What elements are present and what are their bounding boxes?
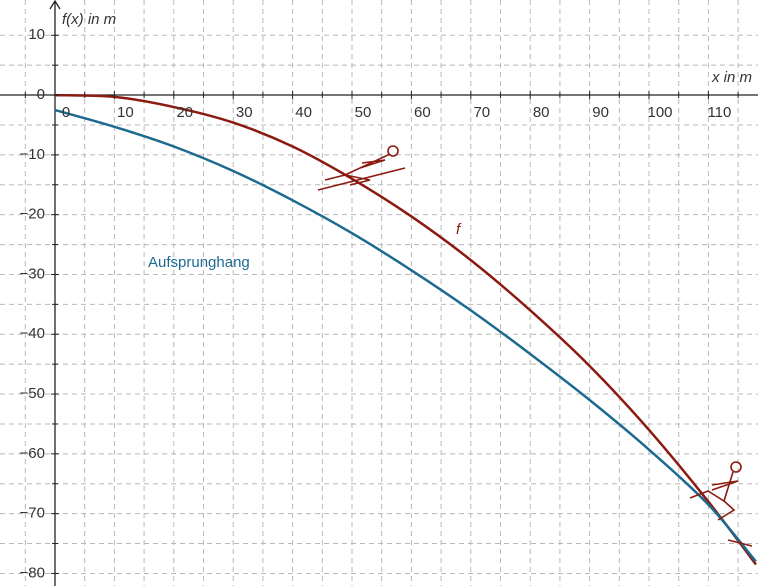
- y-tick-label: −30: [20, 265, 45, 282]
- x-tick-label: 80: [533, 104, 550, 121]
- x-tick-label: 50: [355, 104, 372, 121]
- curve: [55, 95, 756, 564]
- x-tick-label: 90: [592, 104, 609, 121]
- y-tick-label: 0: [37, 86, 45, 103]
- chart: f(x) in m x in m 01020304050607080901001…: [0, 0, 758, 586]
- x-tick-label: 30: [236, 104, 253, 121]
- curves: [55, 95, 756, 564]
- x-tick-label: 10: [117, 104, 134, 121]
- x-axis-label: x in m: [711, 69, 752, 86]
- skier-icons: [318, 146, 752, 546]
- x-tick-label: 20: [176, 104, 193, 121]
- y-tick-label: −40: [20, 325, 45, 342]
- axes: [0, 1, 758, 586]
- curve: [55, 110, 756, 561]
- curve-label: Aufsprunghang: [148, 254, 250, 271]
- y-tick-label: −10: [20, 146, 45, 163]
- y-axis-label: f(x) in m: [62, 11, 116, 28]
- y-tick-label: 10: [28, 26, 45, 43]
- x-tick-label: 100: [647, 104, 672, 121]
- y-tick-label: −50: [20, 385, 45, 402]
- curve-label: f: [456, 221, 462, 238]
- y-tick-label: −20: [20, 206, 45, 223]
- x-tick-label: 110: [707, 104, 731, 121]
- y-tick-label: −60: [20, 445, 45, 462]
- page: f(x) in m x in m 01020304050607080901001…: [0, 0, 758, 586]
- grid: [0, 0, 758, 586]
- y-tick-label: −80: [20, 564, 45, 581]
- y-tick-label: −70: [20, 505, 45, 522]
- x-tick-label: 40: [295, 104, 312, 121]
- x-tick-label: 70: [473, 104, 490, 121]
- x-tick-label: 0: [62, 104, 70, 121]
- x-tick-label: 60: [414, 104, 431, 121]
